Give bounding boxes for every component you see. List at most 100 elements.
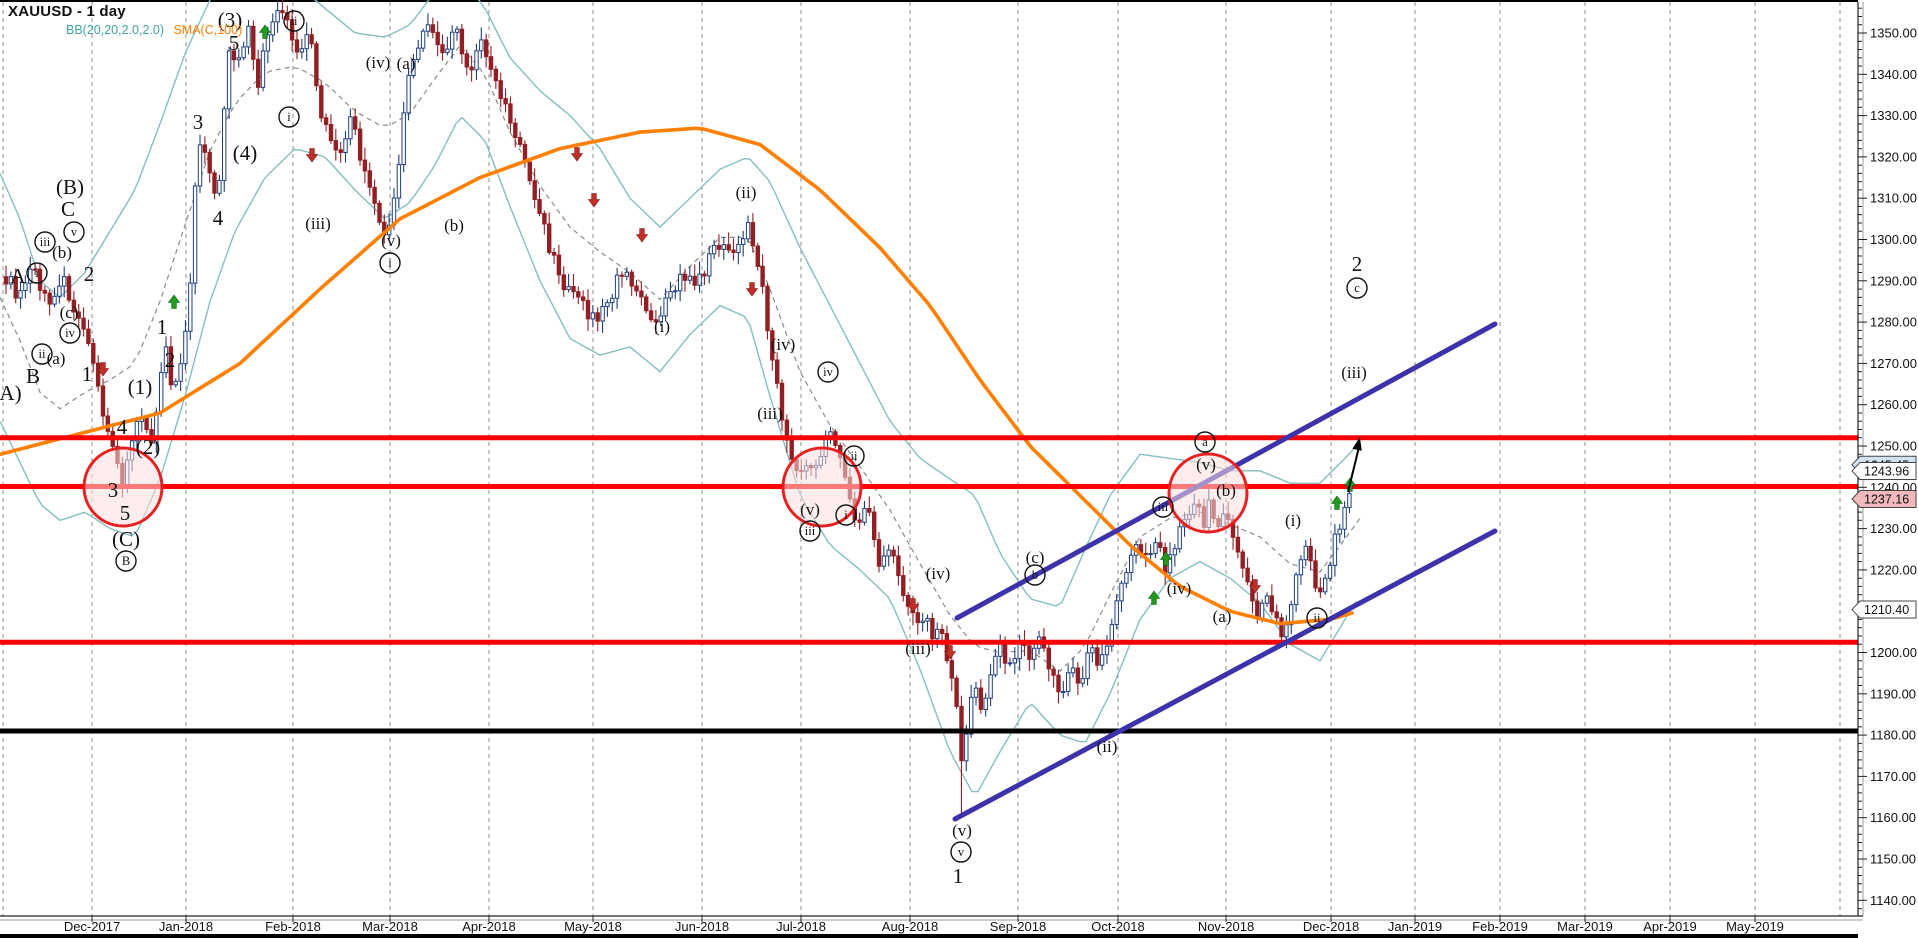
svg-text:i: i (287, 110, 291, 124)
svg-text:(iv): (iv) (771, 335, 796, 354)
svg-text:Jun-2018: Jun-2018 (675, 919, 729, 934)
svg-text:May-2018: May-2018 (564, 919, 622, 934)
svg-text:(v): (v) (952, 821, 972, 840)
svg-text:Apr-2018: Apr-2018 (462, 919, 515, 934)
svg-text:1320.00: 1320.00 (1870, 149, 1917, 164)
svg-text:(B): (B) (56, 175, 84, 199)
indicator-legend: BB(20,20,2.0,2.0) SMA(C,100) (66, 23, 242, 37)
svg-text:(i): (i) (654, 317, 670, 336)
svg-text:1: 1 (953, 864, 964, 888)
svg-text:b: b (1032, 568, 1038, 582)
svg-text:(b): (b) (52, 243, 72, 262)
bollinger-legend-label: BB(20,20,2.0,2.0) (66, 23, 164, 37)
svg-text:1340.00: 1340.00 (1870, 67, 1917, 82)
svg-text:A: A (10, 264, 26, 288)
svg-text:(a): (a) (397, 54, 416, 73)
svg-text:v: v (958, 845, 965, 859)
svg-text:Mar-2019: Mar-2019 (1557, 919, 1613, 934)
svg-text:Sep-2018: Sep-2018 (990, 919, 1046, 934)
svg-text:1250.00: 1250.00 (1870, 439, 1917, 454)
svg-text:ii: ii (1314, 611, 1321, 625)
svg-text:May-2019: May-2019 (1726, 919, 1784, 934)
svg-text:C: C (61, 197, 75, 221)
horizontal-level-lines[interactable] (0, 435, 1858, 734)
svg-text:(v): (v) (1196, 455, 1216, 474)
svg-text:1290.00: 1290.00 (1870, 273, 1917, 288)
svg-text:1210.40: 1210.40 (1864, 603, 1909, 617)
svg-text:i: i (844, 508, 848, 522)
bollinger-bands (0, 0, 1361, 793)
svg-text:iii: iii (1158, 500, 1169, 514)
svg-text:iv: iv (823, 365, 833, 379)
svg-text:1220.00: 1220.00 (1870, 562, 1917, 577)
candlesticks[interactable] (3, 0, 1352, 818)
svg-text:(2): (2) (136, 435, 161, 459)
svg-text:iii: iii (40, 235, 51, 249)
svg-text:(iv): (iv) (366, 53, 391, 72)
svg-text:c: c (1354, 281, 1360, 295)
svg-text:(c): (c) (1026, 548, 1045, 567)
svg-text:5: 5 (120, 501, 131, 525)
svg-text:(b): (b) (1216, 481, 1236, 500)
signal-arrows (96, 24, 1362, 660)
svg-text:Feb-2019: Feb-2019 (1472, 919, 1528, 934)
svg-text:Feb-2018: Feb-2018 (265, 919, 321, 934)
svg-text:v: v (71, 225, 78, 239)
svg-text:(iii): (iii) (1341, 363, 1367, 382)
svg-text:Dec-2018: Dec-2018 (1303, 919, 1359, 934)
svg-text:1300.00: 1300.00 (1870, 232, 1917, 247)
svg-text:1200.00: 1200.00 (1870, 645, 1917, 660)
svg-text:(b): (b) (444, 216, 464, 235)
svg-text:Oct-2018: Oct-2018 (1091, 919, 1144, 934)
svg-text:1160.00: 1160.00 (1870, 810, 1916, 825)
svg-text:Jul-2018: Jul-2018 (776, 919, 826, 934)
svg-text:1310.00: 1310.00 (1870, 191, 1917, 206)
svg-text:(v): (v) (381, 231, 401, 250)
svg-text:1: 1 (82, 362, 93, 386)
svg-text:3: 3 (193, 110, 204, 134)
svg-text:4: 4 (213, 206, 224, 230)
svg-text:Aug-2018: Aug-2018 (882, 919, 938, 934)
svg-text:1260.00: 1260.00 (1870, 397, 1917, 412)
svg-text:1330.00: 1330.00 (1870, 108, 1917, 123)
sma-legend-label: SMA(C,100) (173, 23, 243, 37)
svg-text:2: 2 (1352, 252, 1363, 276)
svg-text:4: 4 (117, 415, 128, 439)
svg-text:1270.00: 1270.00 (1870, 356, 1917, 371)
svg-text:iv: iv (65, 326, 75, 340)
svg-text:1180.00: 1180.00 (1870, 728, 1916, 743)
svg-text:1150.00: 1150.00 (1870, 852, 1916, 867)
svg-text:(C): (C) (112, 527, 140, 551)
svg-text:ii: ii (39, 347, 46, 361)
svg-text:(c): (c) (60, 303, 79, 322)
svg-text:1140.00: 1140.00 (1870, 893, 1916, 908)
svg-text:(iii): (iii) (305, 214, 331, 233)
svg-text:ii: ii (291, 14, 298, 28)
sma-line (0, 126, 1354, 626)
svg-text:1230.00: 1230.00 (1870, 521, 1917, 536)
svg-text:1: 1 (157, 315, 168, 339)
svg-text:(A): (A) (0, 381, 22, 405)
svg-text:1243.96: 1243.96 (1864, 464, 1909, 478)
svg-text:ii: ii (851, 449, 858, 463)
elliott-wave-labels: (B)Cviii(b)Ai2(c)ivii(a)B1(A)12(1)4(2)35… (0, 8, 1368, 888)
svg-text:1237.16: 1237.16 (1864, 493, 1909, 507)
svg-text:1170.00: 1170.00 (1870, 769, 1916, 784)
svg-text:2: 2 (84, 262, 95, 286)
svg-text:(3): (3) (218, 8, 243, 32)
svg-text:(v): (v) (800, 500, 820, 519)
svg-text:(iii): (iii) (905, 639, 931, 658)
svg-text:Mar-2018: Mar-2018 (362, 919, 418, 934)
svg-text:(1): (1) (128, 375, 153, 399)
svg-text:5: 5 (229, 31, 240, 55)
svg-text:(ii): (ii) (1097, 737, 1118, 756)
svg-text:2: 2 (165, 348, 176, 372)
svg-text:(ii): (ii) (736, 183, 757, 202)
x-axis[interactable]: Dec-2017 Jan-2018 Feb-2018 Mar-2018 Apr-2018… (0, 915, 1863, 934)
svg-text:1190.00: 1190.00 (1870, 686, 1916, 701)
svg-text:Dec-2017: Dec-2017 (64, 919, 120, 934)
svg-text:(iv): (iv) (926, 564, 951, 583)
